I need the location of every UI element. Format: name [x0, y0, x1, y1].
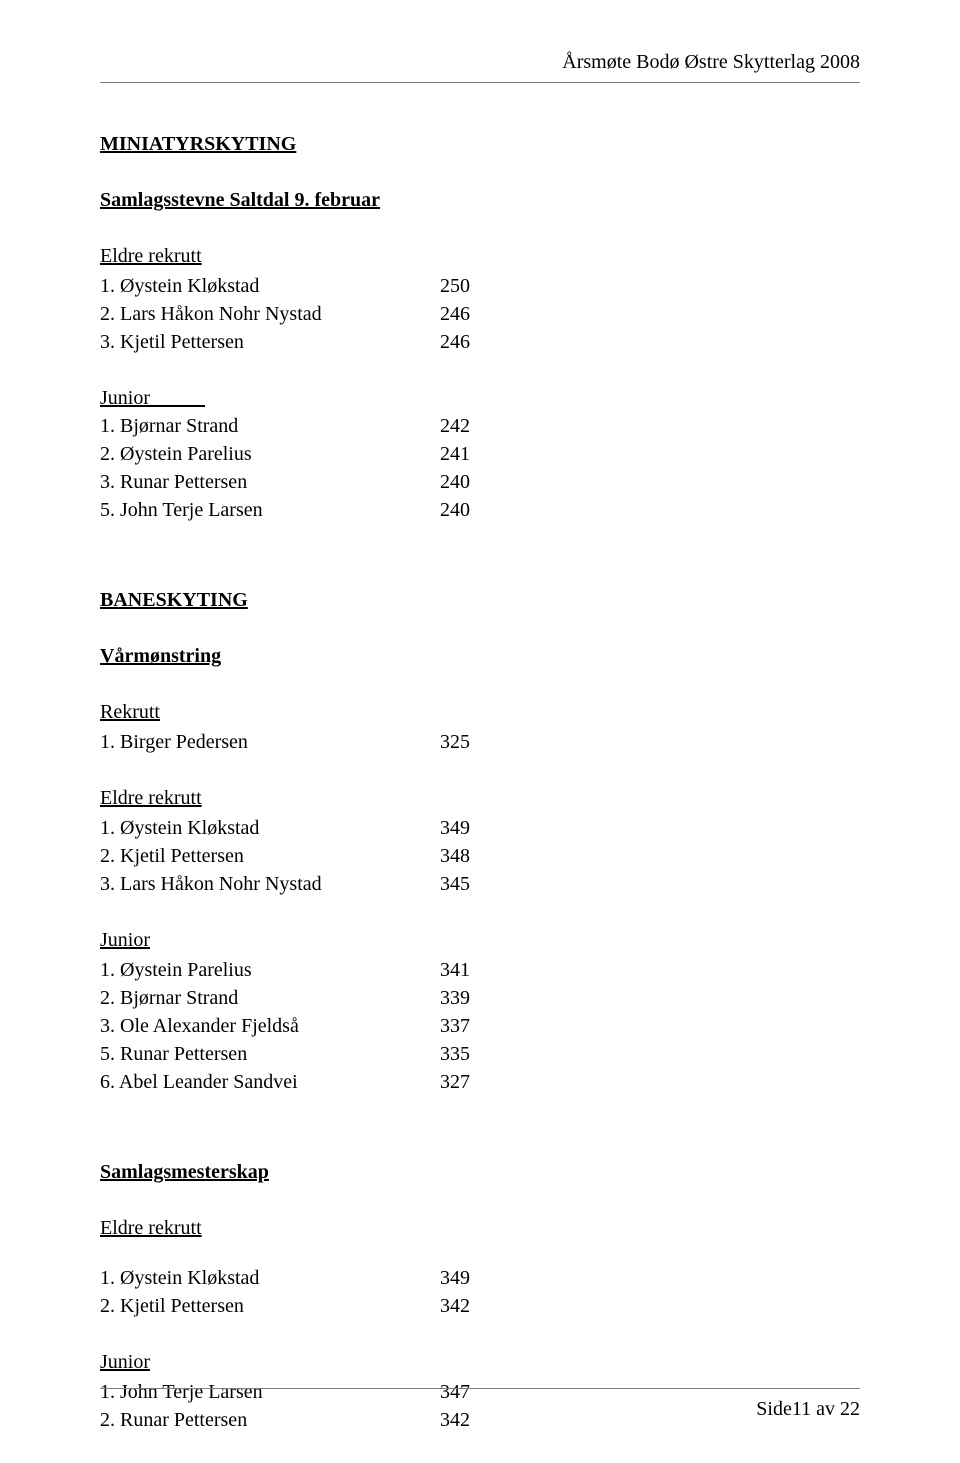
result-name: 3. Runar Pettersen	[100, 468, 440, 496]
result-row: 5. John Terje Larsen 240	[100, 496, 860, 524]
event-title-samlagsmesterskap: Samlagsmesterskap	[100, 1158, 860, 1186]
page-prefix: Side	[756, 1398, 792, 1420]
event-title-samlagsstevne: Samlagsstevne Saltdal 9. februar	[100, 186, 860, 214]
result-name: 2. Bjørnar Strand	[100, 984, 440, 1012]
page-footer: Side11 av 22	[100, 1388, 860, 1423]
group-label: Junior	[100, 1348, 860, 1376]
result-value: 241	[440, 440, 500, 468]
result-name: 6. Abel Leander Sandvei	[100, 1068, 440, 1096]
result-row: 1. Øystein Kløkstad 250	[100, 272, 860, 300]
result-name: 5. Runar Pettersen	[100, 1040, 440, 1068]
header-rule	[100, 82, 860, 83]
result-row: 5. Runar Pettersen 335	[100, 1040, 860, 1068]
page-current: 11	[792, 1398, 811, 1420]
group-label: Eldre rekrutt	[100, 1214, 860, 1242]
result-name: 3. Ole Alexander Fjeldså	[100, 1012, 440, 1040]
group-rekrutt: Rekrutt 1. Birger Pedersen 325	[100, 698, 860, 756]
page-number: Side11 av 22	[100, 1395, 860, 1423]
result-row: 2. Bjørnar Strand 339	[100, 984, 860, 1012]
result-name: 1. Øystein Kløkstad	[100, 272, 440, 300]
result-row: 3. Runar Pettersen 240	[100, 468, 860, 496]
result-value: 242	[440, 412, 500, 440]
result-value: 246	[440, 328, 500, 356]
result-name: 2. Lars Håkon Nohr Nystad	[100, 300, 440, 328]
result-value: 349	[440, 814, 500, 842]
footer-rule	[100, 1388, 860, 1389]
result-value: 348	[440, 842, 500, 870]
result-row: 1. Øystein Kløkstad 349	[100, 1264, 860, 1292]
result-name: 1. Birger Pedersen	[100, 728, 440, 756]
result-name: 1. Bjørnar Strand	[100, 412, 440, 440]
result-name: 2. Kjetil Pettersen	[100, 842, 440, 870]
result-value: 246	[440, 300, 500, 328]
result-row: 2. Kjetil Pettersen 342	[100, 1292, 860, 1320]
result-name: 3. Lars Håkon Nohr Nystad	[100, 870, 440, 898]
group-label: Eldre rekrutt	[100, 242, 860, 270]
result-value: 325	[440, 728, 500, 756]
result-name: 5. John Terje Larsen	[100, 496, 440, 524]
group-label: Junior	[100, 384, 860, 412]
group-eldre-rekrutt-2: Eldre rekrutt 1. Øystein Kløkstad 349 2.…	[100, 784, 860, 898]
result-row: 6. Abel Leander Sandvei 327	[100, 1068, 860, 1096]
result-row: 1. Birger Pedersen 325	[100, 728, 860, 756]
result-name: 1. Øystein Parelius	[100, 956, 440, 984]
page-total: 22	[840, 1398, 860, 1420]
result-name: 3. Kjetil Pettersen	[100, 328, 440, 356]
event-title-varmonstring: Vårmønstring	[100, 642, 860, 670]
section-title-miniatyrskyting: MINIATYRSKYTING	[100, 130, 860, 158]
result-row: 2. Lars Håkon Nohr Nystad 246	[100, 300, 860, 328]
header-right: Årsmøte Bodø Østre Skytterlag 2008	[562, 48, 860, 76]
result-value: 339	[440, 984, 500, 1012]
result-row: 3. Kjetil Pettersen 246	[100, 328, 860, 356]
result-row: 1. Bjørnar Strand 242	[100, 412, 860, 440]
result-value: 337	[440, 1012, 500, 1040]
result-row: 3. Ole Alexander Fjeldså 337	[100, 1012, 860, 1040]
result-value: 349	[440, 1264, 500, 1292]
result-row: 1. Øystein Parelius 341	[100, 956, 860, 984]
result-value: 240	[440, 496, 500, 524]
group-label: Eldre rekrutt	[100, 784, 860, 812]
group-label: Rekrutt	[100, 698, 860, 726]
section-title-baneskyting: BANESKYTING	[100, 586, 860, 614]
group-eldre-rekrutt-3: Eldre rekrutt 1. Øystein Kløkstad 349 2.…	[100, 1214, 860, 1320]
group-junior-1: Junior 1. Bjørnar Strand 242 2. Øystein …	[100, 384, 860, 524]
result-row: 3. Lars Håkon Nohr Nystad 345	[100, 870, 860, 898]
result-value: 240	[440, 468, 500, 496]
result-row: 2. Kjetil Pettersen 348	[100, 842, 860, 870]
page-sep: av	[811, 1398, 840, 1420]
result-value: 335	[440, 1040, 500, 1068]
result-row: 2. Øystein Parelius 241	[100, 440, 860, 468]
group-label: Junior	[100, 926, 860, 954]
result-value: 327	[440, 1068, 500, 1096]
page-content: MINIATYRSKYTING Samlagsstevne Saltdal 9.…	[100, 60, 860, 1434]
result-name: 2. Øystein Parelius	[100, 440, 440, 468]
result-name: 2. Kjetil Pettersen	[100, 1292, 440, 1320]
result-value: 342	[440, 1292, 500, 1320]
group-junior-2: Junior 1. Øystein Parelius 341 2. Bjørna…	[100, 926, 860, 1096]
result-value: 341	[440, 956, 500, 984]
result-name: 1. Øystein Kløkstad	[100, 1264, 440, 1292]
result-row: 1. Øystein Kløkstad 349	[100, 814, 860, 842]
result-value: 250	[440, 272, 500, 300]
result-value: 345	[440, 870, 500, 898]
group-eldre-rekrutt-1: Eldre rekrutt 1. Øystein Kløkstad 250 2.…	[100, 242, 860, 356]
result-name: 1. Øystein Kløkstad	[100, 814, 440, 842]
